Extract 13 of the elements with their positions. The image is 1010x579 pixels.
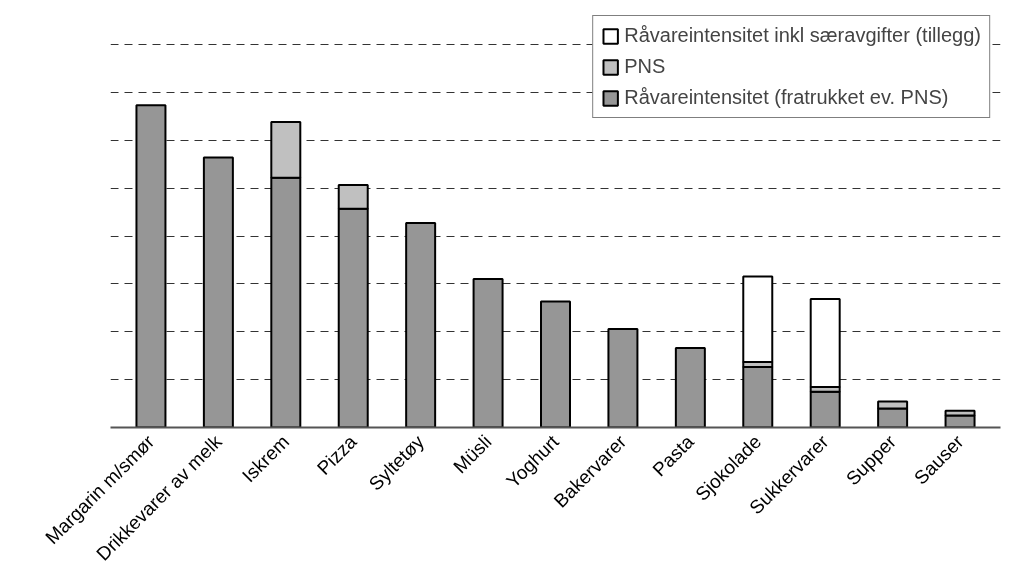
bar [674,346,706,428]
bar [742,365,774,428]
legend-label: PNS [624,55,666,78]
bar [202,156,234,428]
bar [742,275,774,364]
legend-label: Råvareintensitet (fratrukket ev. PNS) [624,86,949,109]
bar [135,104,167,428]
bar [540,300,571,428]
bar [607,327,639,428]
legend-label: Råvareintensitet inkl særavgifter (tillegg) [624,24,981,47]
bar [472,277,504,428]
bar [405,221,437,428]
bar [809,390,841,428]
